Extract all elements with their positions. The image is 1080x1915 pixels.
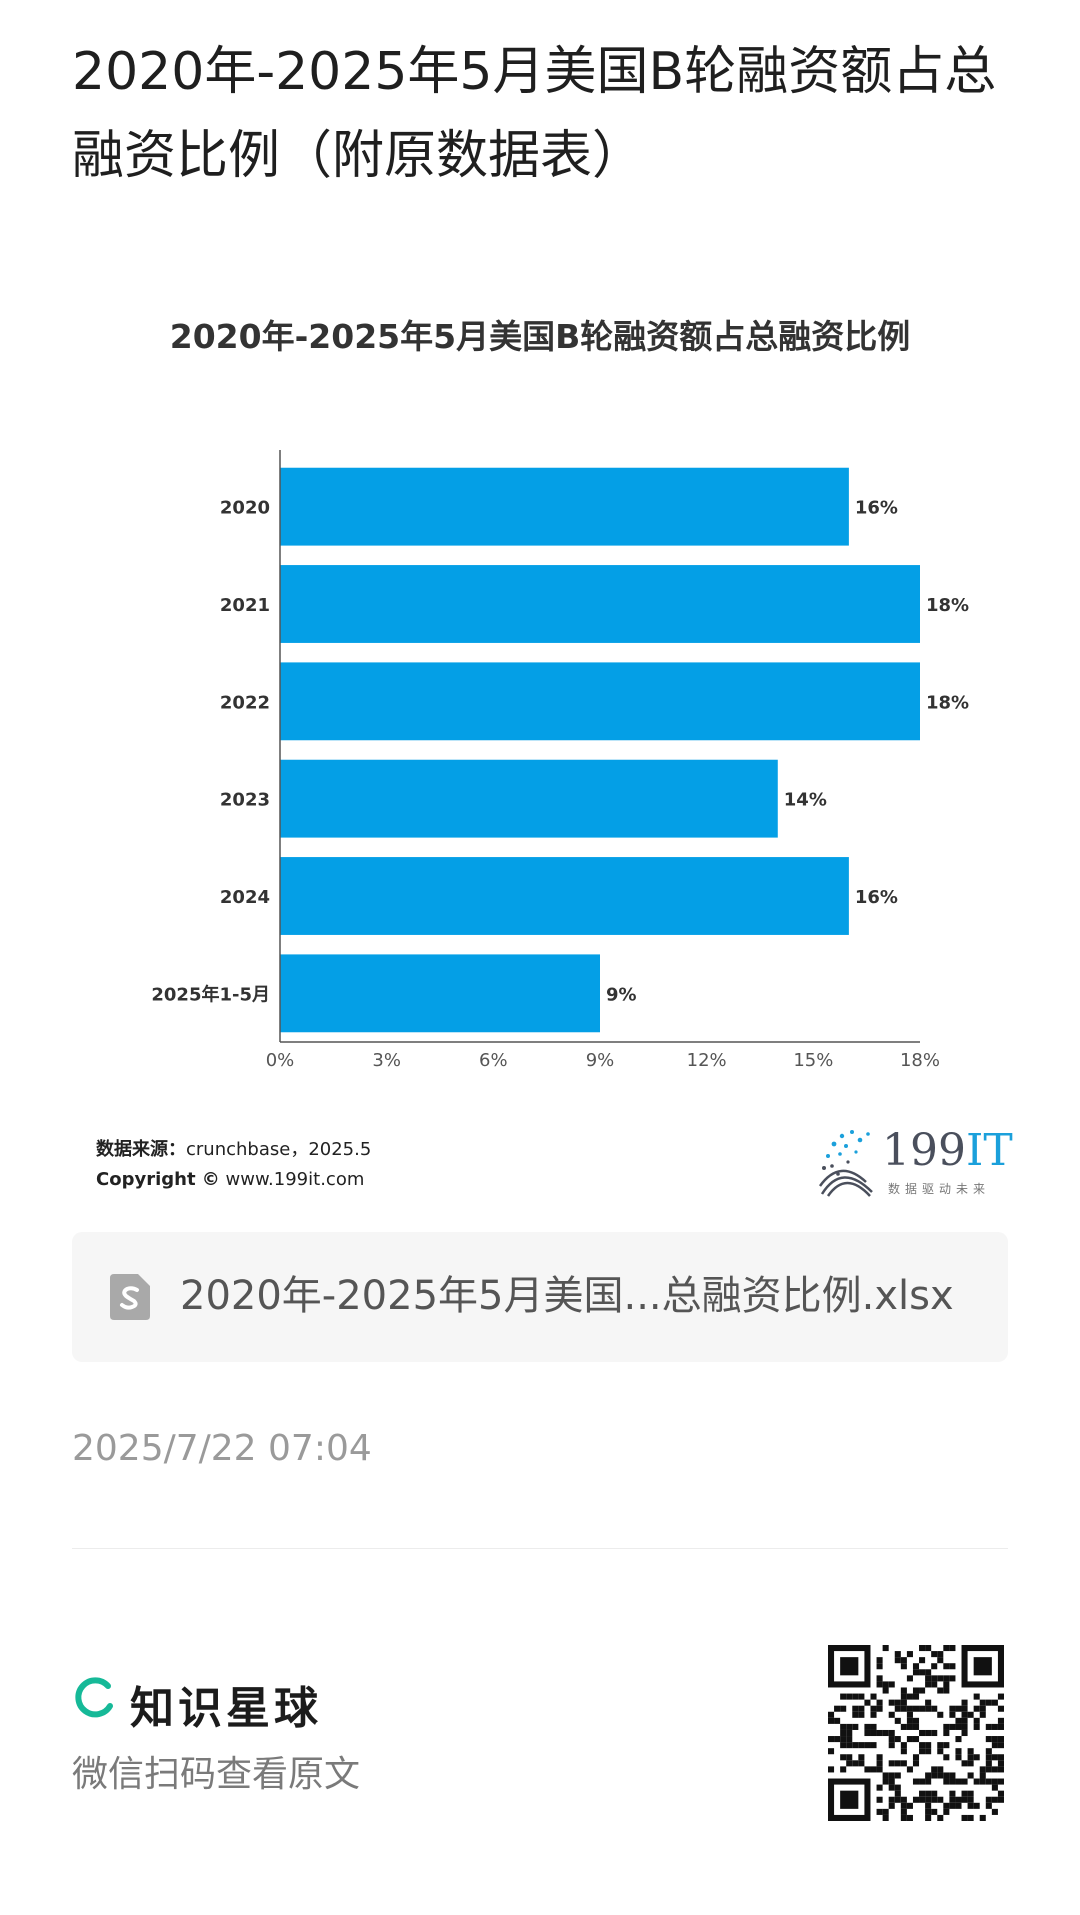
page-title: 2020年-2025年5月美国B轮融资额占总融资比例（附原数据表）	[72, 42, 997, 186]
category-label: 2024	[220, 887, 270, 908]
qr-code-icon[interactable]	[828, 1645, 1004, 1821]
bar	[280, 662, 920, 741]
copyright-label: Copyright ©	[96, 1169, 220, 1190]
brand-tagline: 数据驱动未来	[888, 1182, 991, 1196]
x-tick-label: 18%	[900, 1050, 940, 1071]
copyright-value: www.199it.com	[225, 1169, 365, 1190]
dandelion-logo-icon	[818, 1130, 873, 1197]
source-value: crunchbase，2025.5	[186, 1139, 372, 1160]
source-label: 数据来源：	[96, 1139, 186, 1160]
data-label: 18%	[926, 595, 969, 616]
bar	[280, 857, 849, 935]
data-label: 16%	[855, 887, 898, 908]
category-label: 2025年1-5月	[151, 983, 270, 1005]
scan-hint: 微信扫码查看原文	[72, 1754, 361, 1795]
chart-title: 2020年-2025年5月美国B轮融资额占总融资比例	[169, 317, 911, 356]
category-label: 2023	[220, 790, 270, 811]
zsxq-logo-icon	[75, 1677, 113, 1718]
source-note: 数据来源：crunchbase，2025.5 Copyright © www.1…	[96, 1135, 371, 1195]
publish-timestamp: 2025/7/22 07:04	[72, 1428, 372, 1469]
x-tick-label: 15%	[793, 1050, 833, 1071]
data-label: 14%	[784, 790, 827, 811]
bar-chart: 2020 16% 2021 18% 2022 18% 2023 14% 2024 16% 2025年…	[151, 450, 969, 1071]
spreadsheet-file-icon	[110, 1274, 150, 1320]
x-tick-label: 0%	[266, 1050, 295, 1071]
category-label: 2022	[220, 692, 270, 713]
category-label: 2020	[220, 498, 270, 519]
brand-wordmark: 199IT	[882, 1125, 1013, 1176]
x-tick-label: 9%	[586, 1050, 615, 1071]
x-tick-label: 12%	[687, 1050, 727, 1071]
app-name: 知识星球	[130, 1683, 322, 1734]
attachment-file-card[interactable]: 2020年-2025年5月美国...总融资比例.xlsx	[72, 1232, 1008, 1362]
bar	[280, 467, 849, 546]
data-label: 9%	[606, 984, 637, 1005]
data-label: 18%	[926, 692, 969, 713]
bar	[280, 565, 920, 643]
divider	[72, 1548, 1008, 1549]
category-label: 2021	[220, 595, 270, 616]
chart-card: 2020 16% 2021 18% 2022 18% 2023 14% 2024 16% 2025年…	[72, 290, 1013, 1210]
bar	[280, 954, 600, 1033]
bar	[280, 759, 778, 838]
x-tick-label: 6%	[479, 1050, 508, 1071]
data-label: 16%	[855, 498, 898, 519]
file-name: 2020年-2025年5月美国...总融资比例.xlsx	[180, 1273, 954, 1319]
x-tick-label: 3%	[372, 1050, 401, 1071]
